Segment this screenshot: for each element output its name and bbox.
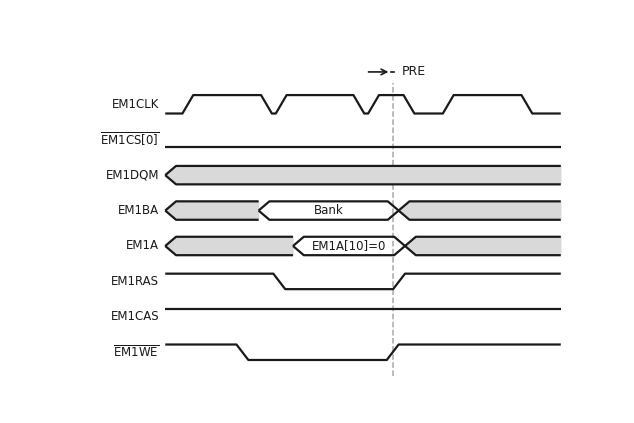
Text: EM1DQM: EM1DQM <box>106 169 159 181</box>
Polygon shape <box>399 201 561 220</box>
Text: EM1CLK: EM1CLK <box>112 98 159 111</box>
Text: EM1A: EM1A <box>126 239 159 253</box>
Text: EM1RAS: EM1RAS <box>112 275 159 288</box>
Text: Bank: Bank <box>314 204 344 217</box>
Text: EM1A[10]=0: EM1A[10]=0 <box>312 239 386 253</box>
Text: EM1BA: EM1BA <box>118 204 159 217</box>
Polygon shape <box>165 166 561 184</box>
Text: $\overline{\mathregular{EM1CS[0]}}$: $\overline{\mathregular{EM1CS[0]}}$ <box>100 131 159 148</box>
Text: EM1CAS: EM1CAS <box>111 310 159 323</box>
Polygon shape <box>165 201 259 220</box>
Polygon shape <box>165 237 293 255</box>
Text: PRE: PRE <box>401 66 425 78</box>
Text: $\overline{\mathregular{EM1WE}}$: $\overline{\mathregular{EM1WE}}$ <box>113 344 159 360</box>
Polygon shape <box>405 237 561 255</box>
